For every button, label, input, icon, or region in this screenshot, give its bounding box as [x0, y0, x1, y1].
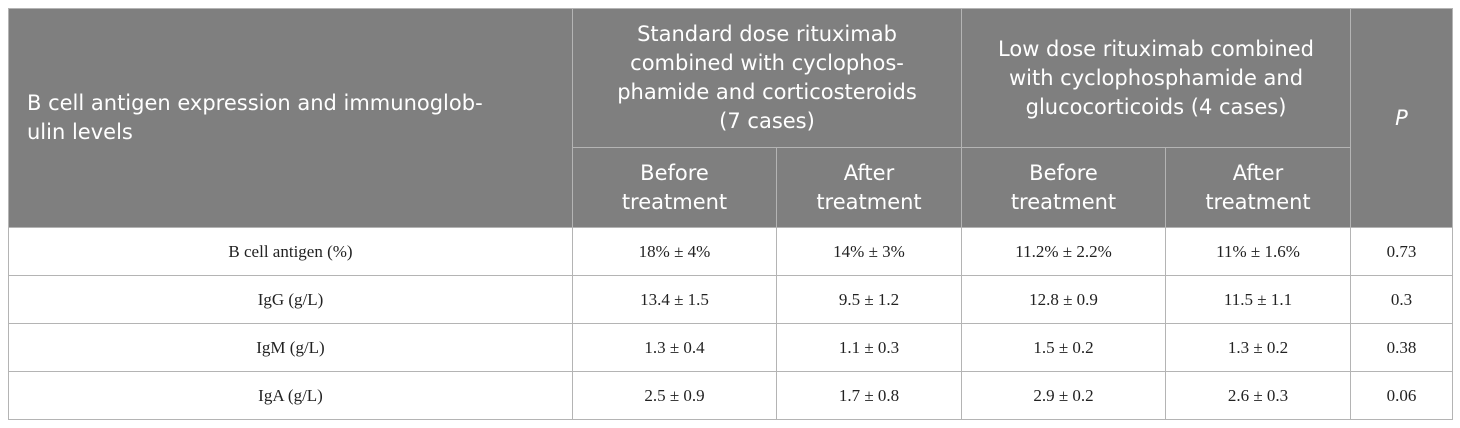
table-row: IgM (g/L) 1.3 ± 0.4 1.1 ± 0.3 1.5 ± 0.2 1.3 …: [8, 323, 1453, 372]
group-header: Low dose rituximab combined with cycloph…: [961, 8, 1351, 148]
cell: 14% ± 3%: [776, 227, 962, 276]
subheader: Before treatment: [572, 147, 777, 228]
cell: 1.3 ± 0.2: [1165, 323, 1351, 372]
cell: 11.5 ± 1.1: [1165, 275, 1351, 324]
row-label: B cell antigen (%): [8, 227, 573, 276]
cell: 11% ± 1.6%: [1165, 227, 1351, 276]
row-label: IgM (g/L): [8, 323, 573, 372]
cell: 12.8 ± 0.9: [961, 275, 1166, 324]
cell: 1.5 ± 0.2: [961, 323, 1166, 372]
row-label: IgG (g/L): [8, 275, 573, 324]
subheader: Before treatment: [961, 147, 1166, 228]
cell: 9.5 ± 1.2: [776, 275, 962, 324]
p-header: P: [1350, 8, 1453, 228]
cell: 11.2% ± 2.2%: [961, 227, 1166, 276]
cell: 1.3 ± 0.4: [572, 323, 777, 372]
cell: 1.1 ± 0.3: [776, 323, 962, 372]
group-header: Standard dose rituximab combined with cy…: [572, 8, 962, 148]
cell: 2.5 ± 0.9: [572, 371, 777, 420]
table-row: IgA (g/L) 2.5 ± 0.9 1.7 ± 0.8 2.9 ± 0.2 2.6 …: [8, 371, 1453, 420]
cell: 0.73: [1350, 227, 1453, 276]
cell: 1.7 ± 0.8: [776, 371, 962, 420]
cell: 0.3: [1350, 275, 1453, 324]
cell: 13.4 ± 1.5: [572, 275, 777, 324]
row-label-header: B cell antigen expression and immunoglob…: [8, 8, 573, 228]
cell: 0.06: [1350, 371, 1453, 420]
row-label: IgA (g/L): [8, 371, 573, 420]
cell: 18% ± 4%: [572, 227, 777, 276]
data-table: B cell antigen expression and immunoglob…: [8, 8, 1453, 420]
table-row: B cell antigen (%) 18% ± 4% 14% ± 3% 11.2% …: [8, 227, 1453, 276]
table-body: B cell antigen (%) 18% ± 4% 14% ± 3% 11.2% …: [8, 227, 1453, 420]
cell: 2.9 ± 0.2: [961, 371, 1166, 420]
table-row: IgG (g/L) 13.4 ± 1.5 9.5 ± 1.2 12.8 ± 0.9 11…: [8, 275, 1453, 324]
subheader: After treatment: [776, 147, 962, 228]
subheader: After treatment: [1165, 147, 1351, 228]
cell: 0.38: [1350, 323, 1453, 372]
cell: 2.6 ± 0.3: [1165, 371, 1351, 420]
